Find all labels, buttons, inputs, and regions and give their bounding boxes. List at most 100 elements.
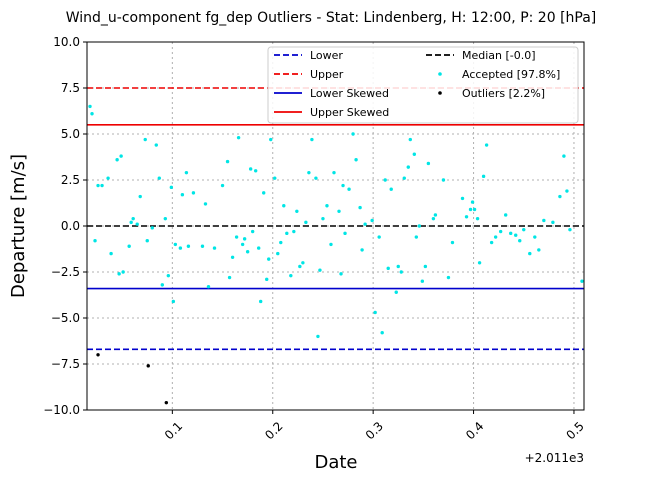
data-point xyxy=(314,176,318,180)
data-point xyxy=(522,227,526,232)
data-point xyxy=(180,193,185,197)
data-point xyxy=(96,183,100,188)
data-point xyxy=(106,176,110,180)
data-point xyxy=(329,242,333,247)
data-point xyxy=(386,266,390,271)
data-point xyxy=(253,169,258,173)
data-point xyxy=(115,158,119,162)
data-point xyxy=(514,233,518,237)
data-point xyxy=(146,364,150,368)
data-point xyxy=(484,143,489,147)
data-point xyxy=(250,229,255,234)
data-point xyxy=(127,244,131,248)
data-point xyxy=(143,137,147,142)
data-point xyxy=(184,170,189,175)
data-point xyxy=(265,277,269,282)
data-point xyxy=(347,187,351,191)
data-point xyxy=(446,275,451,280)
data-point xyxy=(100,183,104,188)
data-point xyxy=(477,261,482,265)
data-point xyxy=(475,216,480,221)
data-point xyxy=(389,187,393,191)
data-point xyxy=(358,205,362,210)
data-point xyxy=(186,244,191,248)
x-tick-label: 0.5 xyxy=(563,419,586,442)
data-point xyxy=(562,154,566,158)
data-point xyxy=(310,137,314,142)
data-point xyxy=(292,229,296,234)
data-point xyxy=(481,174,486,179)
data-point xyxy=(472,207,477,212)
data-point xyxy=(289,273,293,278)
data-point xyxy=(325,204,329,208)
y-tick-label: 7.5 xyxy=(61,81,80,95)
data-point xyxy=(203,202,208,206)
data-point xyxy=(354,158,358,162)
data-point xyxy=(230,255,235,259)
legend-label: Upper Skewed xyxy=(310,106,389,119)
data-point xyxy=(307,170,311,175)
data-point xyxy=(248,167,253,171)
data-point xyxy=(316,334,320,339)
data-point xyxy=(460,196,465,201)
data-point xyxy=(117,272,121,276)
data-point xyxy=(402,176,406,180)
data-point xyxy=(166,273,171,278)
data-point xyxy=(295,209,299,213)
data-point xyxy=(394,290,398,294)
data-point xyxy=(262,191,266,195)
data-point xyxy=(537,248,541,252)
data-point xyxy=(533,235,537,239)
y-tick-label: −5.0 xyxy=(51,311,80,325)
x-tick-label: 0.1 xyxy=(162,419,185,442)
reference-lines xyxy=(87,87,584,351)
data-point xyxy=(551,220,555,225)
data-point xyxy=(138,194,142,199)
y-tick-label: 5.0 xyxy=(61,127,80,141)
data-point xyxy=(154,143,158,147)
data-point xyxy=(129,220,133,225)
data-point xyxy=(542,218,546,223)
data-point xyxy=(370,218,374,223)
data-point xyxy=(470,200,475,204)
x-axis-ticks: 0.1 0.2 0.3 0.4 0.5 xyxy=(162,410,587,442)
chart-title: Wind_u-component fg_dep Outliers - Stat:… xyxy=(66,10,597,26)
legend-label: Outliers [2.2%] xyxy=(462,87,545,100)
data-point xyxy=(489,240,494,245)
data-point xyxy=(339,272,343,276)
data-point xyxy=(135,222,139,226)
data-point xyxy=(518,239,522,243)
legend-label: Lower xyxy=(310,49,343,62)
data-point xyxy=(109,251,113,256)
data-point xyxy=(269,137,273,142)
data-point xyxy=(433,213,438,217)
data-point xyxy=(565,189,569,193)
data-point xyxy=(468,207,473,212)
data-point xyxy=(169,185,174,190)
data-points xyxy=(88,104,584,405)
y-tick-label: 0.0 xyxy=(61,219,80,233)
data-point xyxy=(173,242,178,247)
legend: Lower Upper Lower Skewed Upper Skewed Median… xyxy=(267,46,579,124)
data-point xyxy=(276,251,280,256)
data-point xyxy=(164,400,169,405)
x-tick-label: 0.2 xyxy=(262,419,285,442)
data-point xyxy=(509,231,513,236)
data-point xyxy=(423,264,428,269)
data-point xyxy=(93,239,97,243)
data-point xyxy=(558,194,562,199)
data-point xyxy=(90,112,94,116)
data-point xyxy=(304,220,308,225)
x-tick-label: 0.4 xyxy=(463,419,486,442)
data-point xyxy=(131,216,135,221)
data-point xyxy=(163,216,168,221)
data-point xyxy=(171,299,176,304)
data-point xyxy=(380,331,384,335)
data-point xyxy=(145,239,149,243)
x-axis-label: Date xyxy=(314,452,357,473)
data-point xyxy=(220,183,225,188)
data-point xyxy=(267,257,271,261)
x-tick-label: 0.3 xyxy=(363,419,386,442)
data-point xyxy=(150,226,154,230)
